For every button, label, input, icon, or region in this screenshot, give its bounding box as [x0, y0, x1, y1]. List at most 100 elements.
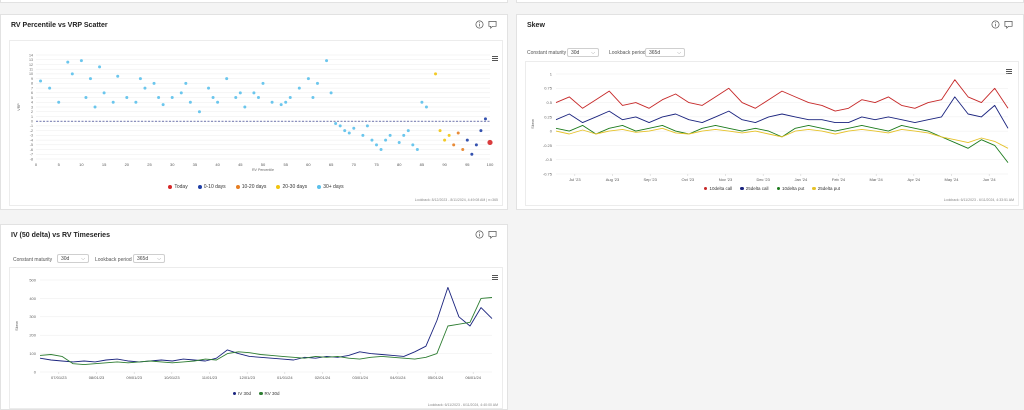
skew-chart: 1 0.75 0.5 0.25 0 -0.25 -0.5 -0.75 Jul '23 Aug '2… [530, 71, 1009, 182]
legend-item[interactable]: 10delta put [776, 186, 805, 191]
legend-swatch [776, 186, 780, 191]
scatter-point [57, 100, 61, 104]
scatter-panel: 14 13 12 11 10 9 8 7 6 5 4 3 2 1 0 -1 -2 -3 -4 -5 -6 -7 -8 0 5 10… [9, 40, 503, 206]
y-tick-label: 5 [31, 96, 33, 100]
scatter-point [216, 100, 220, 104]
scatter-point [461, 148, 465, 152]
y-tick-label: -5 [30, 143, 33, 147]
scatter-point [93, 105, 97, 109]
x-tick-label: 75 [374, 162, 379, 167]
legend-item[interactable]: 0-10 days [197, 184, 226, 190]
x-tick-label: Dec '23 [756, 177, 770, 182]
maturity-select[interactable]: 30d ⌵ [567, 48, 599, 57]
scatter-point [388, 133, 392, 137]
y-axis-label: Skew [530, 119, 535, 129]
x-tick-label: 100 [487, 162, 494, 167]
legend-swatch [259, 391, 263, 396]
scatter-point [197, 110, 201, 114]
skew-legend: 10delta call 25delta call 10delta put 25del… [526, 186, 1018, 191]
scatter-point [379, 148, 383, 152]
scatter-point [456, 131, 460, 135]
scatter-point [470, 152, 474, 156]
x-tick-label: 03/01/24 [352, 375, 368, 380]
scatter-point [211, 96, 215, 100]
chart-menu-icon[interactable] [492, 55, 498, 62]
scatter-point [288, 96, 292, 100]
scatter-point [361, 133, 365, 137]
y-tick-label: 11 [29, 67, 33, 71]
x-tick-label: 04/01/24 [390, 375, 406, 380]
legend-label: 10-20 days [241, 184, 267, 190]
scatter-point [225, 77, 229, 81]
legend-item[interactable]: 10-20 days [235, 184, 267, 190]
x-tick-label: 50 [261, 162, 266, 167]
y-tick-label: 7 [31, 86, 33, 90]
info-icon[interactable] [991, 20, 1000, 29]
legend-label: 10delta put [782, 186, 805, 191]
skew-footer: Lookback: 6/11/2023 - 6/11/2024, 4:33:51… [943, 198, 1014, 202]
x-axis-label: RV Percentile [252, 168, 274, 172]
scatter-point [443, 138, 447, 142]
x-tick-label: Nov '23 [719, 177, 733, 182]
x-tick-label: 10/01/23 [164, 375, 180, 380]
x-tick-label: 30 [170, 162, 175, 167]
lookback-select[interactable]: 365d ⌵ [133, 254, 165, 263]
y-tick-label: 10 [29, 72, 33, 76]
x-tick-label: Feb '24 [832, 177, 846, 182]
scatter-point [424, 105, 428, 109]
legend-item[interactable]: 10delta call [703, 186, 732, 191]
legend-swatch [317, 185, 322, 189]
info-icon[interactable] [475, 20, 484, 29]
iv-panel: 500 400 300 200 100 0 07/01/23 08/01/23 09/01/23… [9, 267, 503, 409]
legend-label: 20-30 days [282, 184, 308, 190]
scatter-point [161, 103, 165, 107]
x-tick-label: Aug '23 [606, 177, 620, 182]
scatter-point [79, 59, 83, 63]
legend-item[interactable]: IV 30d [232, 391, 251, 396]
iv-legend: IV 30d RV 30d [10, 391, 502, 396]
scatter-point [438, 129, 442, 133]
legend-item[interactable]: 25delta put [812, 186, 840, 191]
scatter-point [207, 86, 211, 90]
maturity-value: 30d [61, 255, 70, 262]
x-tick-label: Mar '24 [870, 177, 884, 182]
series-line [555, 127, 1009, 149]
x-tick-label: 01/01/24 [277, 375, 293, 380]
info-icon[interactable] [475, 230, 484, 239]
y-tick-label: 300 [29, 314, 36, 319]
legend-item[interactable]: 25delta call [740, 186, 769, 191]
lookback-select[interactable]: 365d ⌵ [645, 48, 685, 57]
x-tick-label: 0 [35, 162, 38, 167]
chart-menu-icon[interactable] [1006, 68, 1012, 75]
scatter-point [66, 60, 70, 64]
chevron-down-icon: ⌵ [157, 255, 161, 262]
scatter-point [452, 143, 456, 147]
scatter-point [311, 96, 315, 100]
y-axis-label: VRP [17, 103, 21, 111]
legend-item[interactable]: 30+ days [317, 184, 344, 190]
y-tick-label: -3 [30, 134, 33, 138]
scatter-point [334, 122, 338, 126]
legend-item[interactable]: RV 30d [259, 391, 279, 396]
chart-menu-icon[interactable] [492, 274, 498, 281]
legend-item[interactable]: Today [168, 184, 188, 190]
y-tick-label: 9 [31, 77, 33, 81]
series-line [555, 79, 1009, 112]
x-tick-label: 15 [102, 162, 107, 167]
maturity-select[interactable]: 30d ⌵ [57, 254, 89, 263]
scatter-point [39, 79, 43, 83]
y-tick-label: 6 [31, 91, 33, 95]
comment-icon[interactable] [488, 20, 497, 29]
legend-label: RV 30d [264, 391, 280, 396]
legend-item[interactable]: 20-30 days [276, 184, 307, 190]
comment-icon[interactable] [488, 230, 497, 239]
x-tick-label: 90 [442, 162, 447, 167]
x-tick-label: 45 [238, 162, 243, 167]
comment-icon[interactable] [1004, 20, 1013, 29]
legend-label: 0-10 days [203, 184, 226, 190]
x-tick-label: 20 [125, 162, 130, 167]
y-tick-label: 12 [29, 63, 33, 67]
scatter-point [474, 143, 478, 147]
scatter-point [188, 100, 192, 104]
x-tick-label: 06/01/24 [465, 375, 481, 380]
